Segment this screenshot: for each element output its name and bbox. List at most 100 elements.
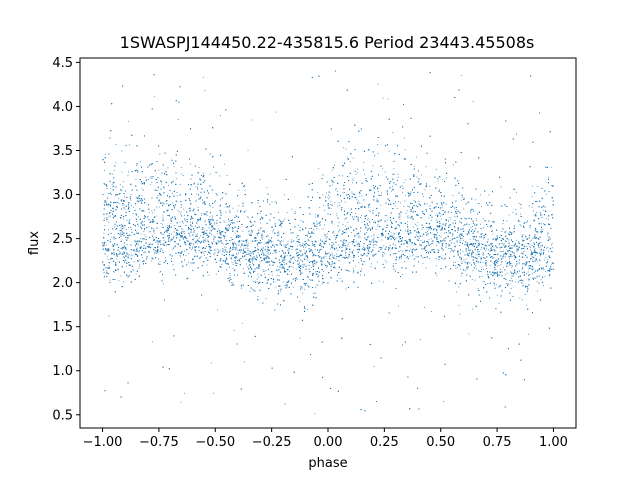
data-point	[478, 261, 480, 263]
data-point	[331, 169, 333, 171]
data-point	[154, 95, 156, 97]
data-point	[532, 185, 533, 187]
data-point	[115, 228, 117, 230]
data-point	[426, 251, 428, 253]
data-point	[106, 255, 108, 257]
data-point	[245, 242, 247, 244]
data-point	[184, 243, 186, 245]
data-point	[158, 201, 160, 203]
data-point	[428, 217, 430, 219]
data-point	[239, 240, 241, 242]
data-point	[364, 173, 366, 175]
data-point	[210, 362, 212, 364]
data-point	[352, 178, 354, 180]
data-point	[310, 232, 312, 234]
data-point	[382, 97, 384, 99]
data-point	[204, 230, 205, 232]
data-point	[245, 210, 247, 212]
data-point	[504, 256, 506, 258]
data-point	[502, 258, 504, 259]
data-point	[284, 218, 286, 220]
data-point	[130, 227, 132, 228]
data-point	[108, 265, 110, 267]
data-point	[470, 275, 472, 277]
data-point	[422, 263, 424, 264]
data-point	[477, 261, 479, 262]
data-point	[232, 207, 234, 209]
data-point	[217, 242, 219, 244]
data-point	[377, 220, 379, 222]
data-point	[429, 250, 431, 252]
data-point	[201, 212, 203, 214]
data-point	[381, 192, 383, 194]
data-point	[493, 262, 495, 264]
data-point	[196, 243, 198, 245]
data-point	[181, 228, 182, 230]
data-point	[243, 240, 245, 242]
data-point	[444, 211, 446, 213]
data-point	[421, 228, 423, 230]
data-point	[375, 244, 377, 246]
data-point	[105, 200, 107, 202]
data-point	[138, 259, 140, 261]
data-point	[257, 248, 259, 250]
data-point	[391, 190, 393, 192]
data-point	[337, 250, 339, 252]
data-point	[120, 232, 121, 234]
data-point	[266, 261, 268, 262]
data-point	[271, 201, 273, 203]
data-point	[456, 291, 458, 293]
data-point	[126, 261, 128, 263]
data-point	[111, 183, 113, 185]
data-point	[257, 252, 259, 254]
data-point	[520, 213, 522, 215]
data-point	[247, 246, 249, 247]
data-point	[547, 246, 549, 248]
data-point	[334, 164, 335, 166]
data-point	[247, 230, 249, 232]
data-point	[483, 238, 485, 240]
data-point	[223, 251, 225, 253]
data-point	[481, 269, 482, 270]
data-point	[478, 240, 480, 242]
data-point	[410, 191, 412, 193]
data-point	[182, 174, 184, 176]
data-point	[282, 240, 284, 242]
data-point	[414, 223, 416, 225]
data-point	[165, 200, 167, 202]
data-point	[253, 221, 255, 223]
data-point	[138, 225, 139, 227]
data-point	[191, 247, 193, 249]
data-point	[180, 231, 182, 233]
data-point	[148, 212, 150, 214]
data-point	[496, 262, 498, 264]
data-point	[413, 165, 415, 167]
data-point	[501, 256, 503, 258]
data-point	[361, 268, 363, 270]
data-point	[225, 259, 226, 261]
data-point	[162, 250, 164, 252]
data-point	[493, 271, 494, 273]
data-point	[534, 230, 536, 232]
data-point	[459, 240, 461, 241]
data-point	[510, 271, 512, 273]
data-point	[436, 244, 437, 246]
data-point	[437, 225, 439, 227]
data-point	[459, 245, 460, 247]
data-point	[135, 273, 137, 275]
data-point	[539, 222, 541, 224]
data-point	[201, 229, 203, 230]
data-point	[330, 276, 332, 278]
data-point	[430, 243, 432, 244]
data-point	[489, 225, 491, 227]
data-point	[303, 257, 305, 259]
data-point	[139, 161, 141, 163]
data-point	[519, 221, 521, 223]
data-point	[240, 251, 242, 253]
data-point	[113, 271, 114, 272]
data-point	[336, 215, 338, 217]
data-point	[305, 247, 307, 249]
data-point	[462, 251, 464, 253]
data-point	[181, 167, 183, 169]
data-point	[152, 212, 154, 214]
